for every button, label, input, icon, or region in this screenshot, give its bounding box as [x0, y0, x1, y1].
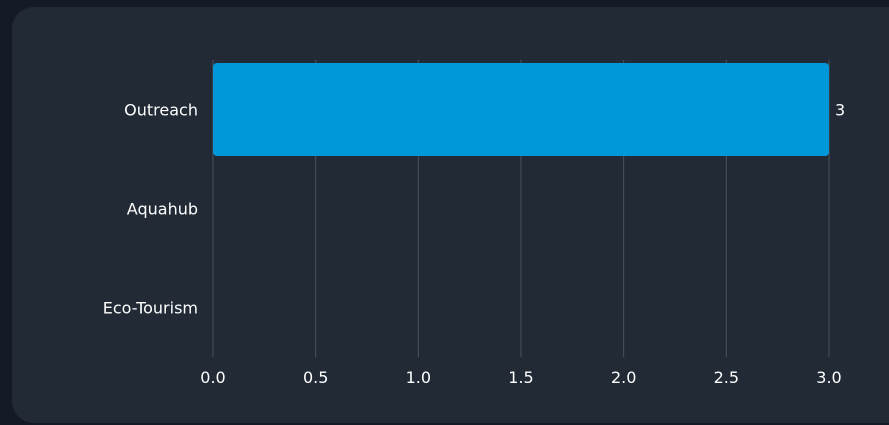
x-tick-label: 1.0: [406, 368, 431, 387]
bars: [213, 62, 829, 157]
x-tick-label: 2.0: [611, 368, 636, 387]
x-tick-label: 3.0: [816, 368, 841, 387]
category-label: Aquahub: [127, 200, 198, 219]
bar[interactable]: [213, 62, 829, 157]
data-label: 3: [835, 101, 845, 120]
x-tick-label: 2.5: [714, 368, 739, 387]
category-label: Eco-Tourism: [103, 299, 198, 318]
labels: 0.0 0.5 1.0 1.5 2.0 2.5 3.0 Outreach 3 Aquahub Eco…: [103, 101, 845, 388]
x-tick-label: 1.5: [508, 368, 533, 387]
x-tick-label: 0.0: [200, 368, 225, 387]
x-tick-label: 0.5: [303, 368, 328, 387]
category-label: Outreach: [124, 101, 198, 120]
